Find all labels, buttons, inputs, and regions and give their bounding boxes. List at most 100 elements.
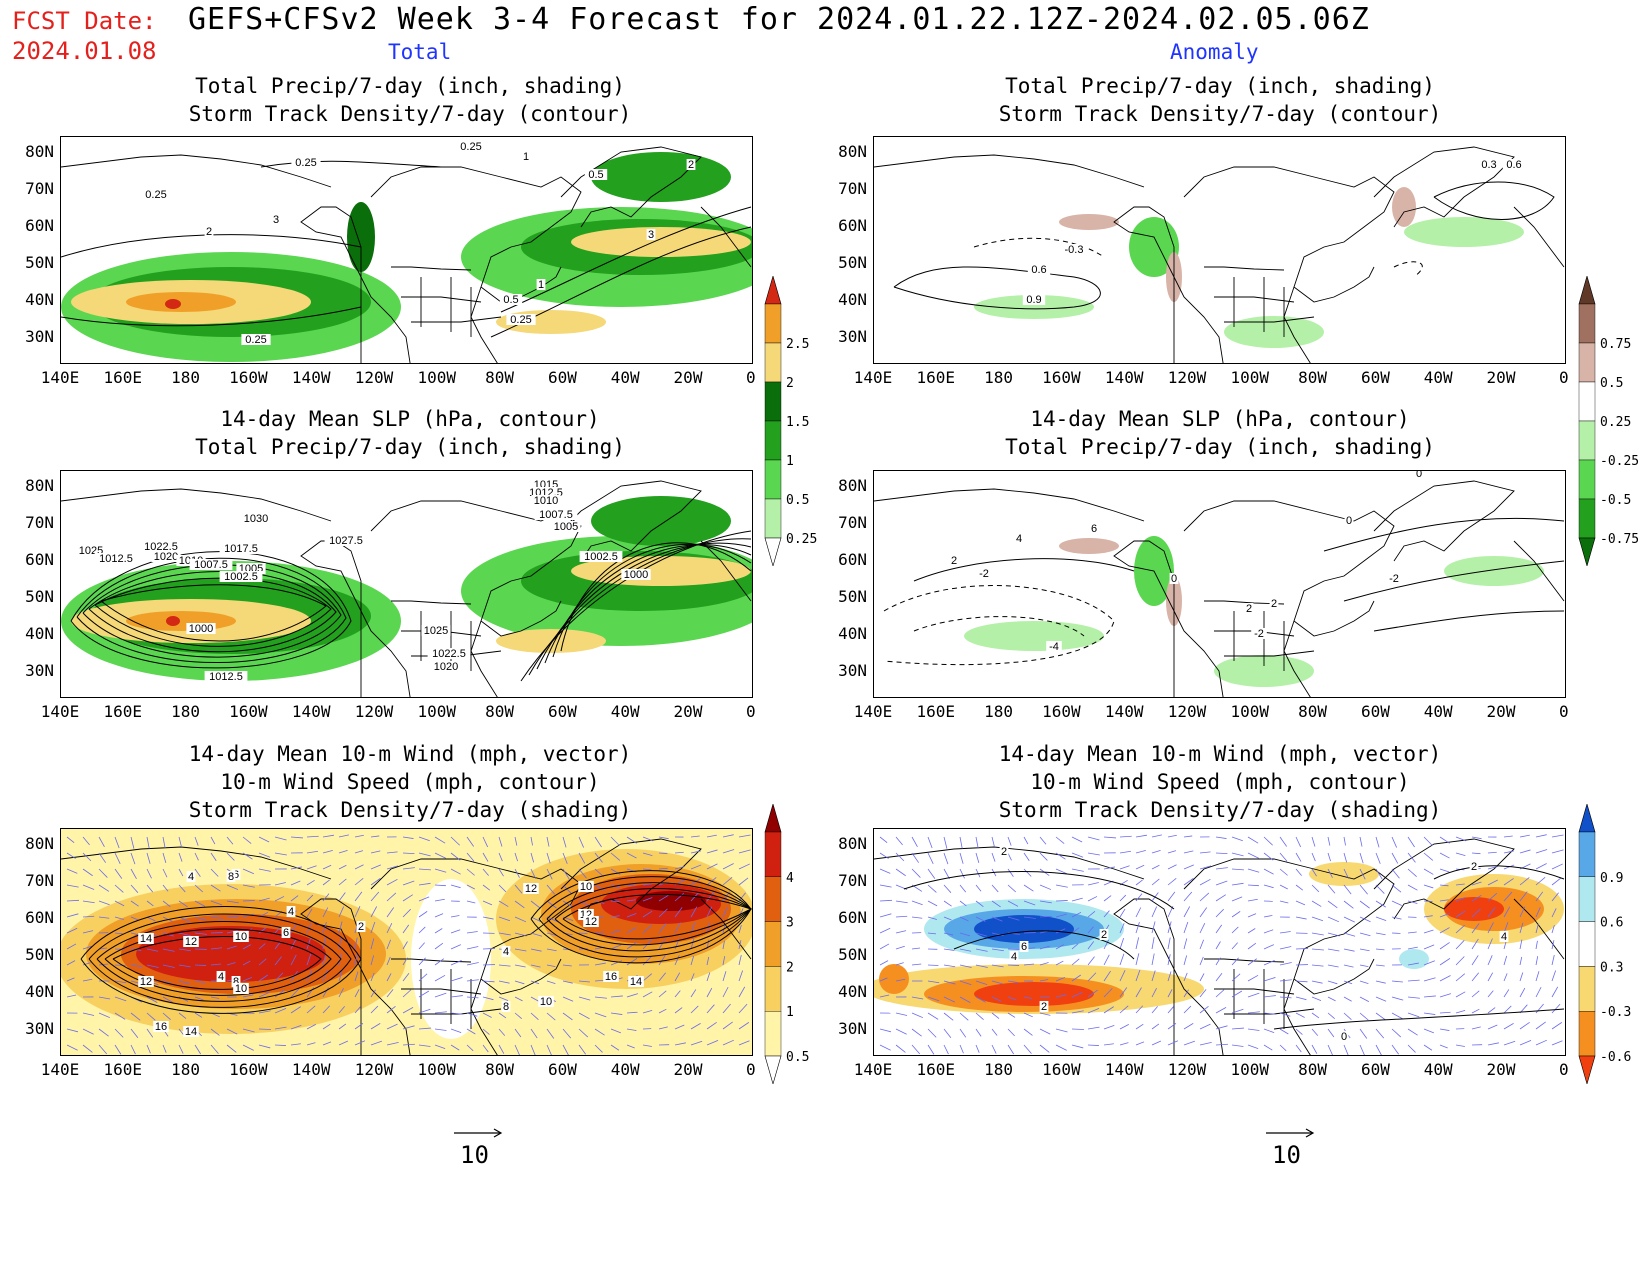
wind-vector [578, 836, 585, 848]
wind-vector [1215, 867, 1228, 870]
wind-vector [975, 996, 986, 1003]
contour-label: 0.3 [1481, 159, 1496, 171]
lon-tick-label: 60W [547, 1060, 577, 1079]
wind-vector [258, 927, 267, 934]
contour-label-bg [534, 509, 578, 520]
wind-vector [306, 850, 319, 854]
wind-vector [290, 836, 303, 839]
wind-vector [370, 955, 375, 966]
wind-vector [658, 852, 668, 855]
wind-vector [706, 906, 713, 918]
wind-vector [879, 899, 893, 902]
wind-vector [642, 973, 653, 982]
wind-vector [1215, 941, 1221, 950]
shade-anomaly [1214, 655, 1314, 687]
lon-tick-label: 0 [745, 1060, 756, 1079]
wind-vector [1391, 1012, 1403, 1020]
wind-vector [402, 852, 415, 855]
wind-vector [306, 908, 313, 918]
wind-vector [338, 834, 349, 838]
wind-vector [1407, 946, 1418, 950]
wind-vector [1407, 884, 1418, 891]
wind-vector [450, 960, 462, 966]
wind-vector [114, 836, 120, 849]
wind-vector [1231, 942, 1238, 950]
wind-vector [274, 852, 287, 856]
wind-vector [1391, 884, 1402, 893]
wind-vector [130, 884, 139, 893]
wind-vector [146, 1012, 156, 1021]
wind-vector [1199, 1041, 1212, 1046]
wind-vector [991, 900, 1001, 908]
wind-vector [1487, 1007, 1496, 1014]
wind-vector [530, 948, 542, 952]
wind-vector [690, 906, 698, 918]
lon-tick-label: 60W [547, 702, 577, 721]
contour-label: 1007.5 [194, 559, 228, 571]
contour-label: 1002.5 [224, 571, 258, 583]
wind-vector [1439, 868, 1450, 873]
wind-vector [1023, 884, 1034, 892]
shade-storm-anom [974, 915, 1074, 943]
wind-vector [1311, 932, 1324, 936]
wind-vector [370, 989, 376, 998]
wind-vector [1071, 1044, 1084, 1049]
wind-vector [1535, 863, 1547, 870]
lon-tick-label: 160E [916, 1060, 956, 1079]
wind-vector [1327, 916, 1340, 923]
coastline-6 [1204, 958, 1315, 1029]
coastline-0 [1113, 206, 1224, 363]
wind-vector [1199, 939, 1205, 950]
colorbar-graphic: 2.521.510.50.25 [764, 274, 817, 568]
storm-anom-contour [1433, 181, 1555, 220]
contour-label: 0.25 [145, 189, 166, 201]
wind-vector [1183, 906, 1191, 918]
wind-vector [690, 1023, 701, 1030]
wind-vector [959, 996, 971, 1003]
wind-vector [1135, 907, 1142, 918]
contour-label-bg [324, 535, 368, 546]
wind-vector [1087, 1007, 1100, 1014]
wind-vector [1135, 969, 1141, 982]
wind-vector [386, 907, 395, 918]
wind-vector [1471, 881, 1482, 886]
wind-vector [130, 1012, 141, 1021]
wind-vector [1535, 877, 1546, 886]
wind-vector [1295, 836, 1301, 848]
wind-vector [482, 980, 495, 983]
wind-vector [1007, 868, 1014, 877]
wind-vector [258, 1044, 271, 1049]
contour-label-bg [183, 936, 199, 947]
contour-label-bg [523, 883, 539, 894]
wind-vector [354, 1023, 364, 1030]
coastline-2 [1293, 600, 1375, 637]
lat-tick-label: 80N [838, 142, 867, 161]
wind-vector [82, 945, 92, 950]
wind-vector [975, 1044, 980, 1053]
wind-vector [434, 942, 444, 950]
wind-vector [1551, 877, 1562, 886]
wind-vector [178, 900, 188, 908]
wind-vector [1263, 977, 1276, 982]
wind-vector [895, 1028, 907, 1035]
lon-tick-label: 80W [485, 368, 515, 387]
wind-vector [466, 979, 479, 982]
wind-vector [879, 960, 889, 966]
coastline-4 [874, 488, 1145, 522]
lat-tick-label: 60N [25, 908, 54, 927]
wind-vector [658, 972, 667, 982]
wind-vector [562, 1012, 573, 1021]
wind-vector [690, 973, 695, 982]
wind-vector [706, 987, 713, 998]
reference-vector-value: 10 [1272, 1141, 1301, 1169]
map-canvas: 0.3 0.6-0.30.60.9 [874, 146, 1565, 363]
wind-vector [370, 864, 381, 870]
lon-tick-label: 0 [745, 368, 756, 387]
wind-vector [1103, 954, 1110, 966]
wind-vector [738, 1040, 750, 1046]
wind-vector [466, 900, 476, 904]
wind-vector [578, 996, 591, 1001]
wind-vector [927, 836, 933, 849]
wind-vector [975, 932, 987, 937]
